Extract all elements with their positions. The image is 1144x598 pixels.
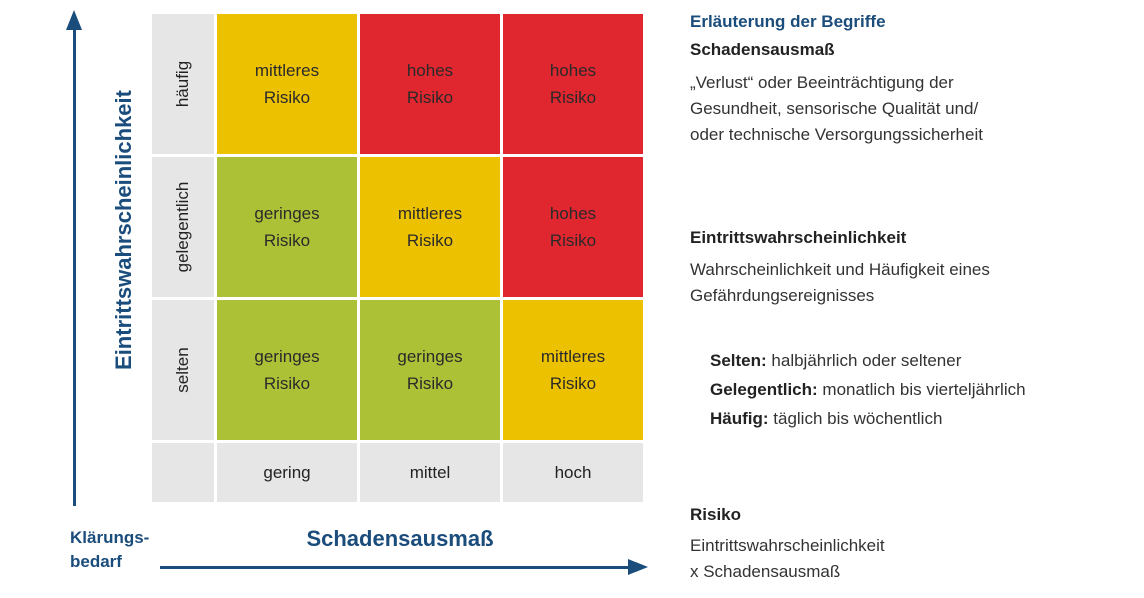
risiko-description: Eintrittswahrscheinlichkeit x Schadensau… [690,533,885,585]
risk-cell-line1: mittleres [254,61,320,80]
klaerung-line-2: bedarf [70,552,122,571]
y-axis-title: Eintrittswahrscheinlichkeit [111,90,136,370]
y-axis-arrow-line [73,26,76,506]
risk-cell-line1: geringes [397,347,463,366]
schaden-description: „Verlust“ oder Beeinträchtigung der Gesu… [690,70,983,148]
risiko-desc-line: x Schadensausmaß [690,562,841,581]
row-label-selten: selten [152,300,214,440]
freq-gelegentlich: Gelegentlich: monatlich bis vierteljährl… [710,375,1026,404]
freq-term: Häufig: [710,409,769,428]
risk-cell-line1: mittleres [397,204,463,223]
risk-cell-line2: Risiko [549,88,597,107]
frequency-definitions: Selten: halbjährlich oder seltener Geleg… [710,346,1026,433]
risk-cell-line1: hohes [549,204,597,223]
y-axis-arrowhead [66,10,82,30]
risk-cell-line1: mittleres [540,347,606,366]
row-label-text: selten [173,347,192,393]
schaden-desc-line: Gesundheit, sensorische Qualität und/ [690,99,979,118]
row-label-text: häufig [173,60,192,108]
col-label-hoch: hoch [503,443,643,502]
col-label-gering: gering [217,443,357,502]
risk-cell-line2: Risiko [263,88,311,107]
row-label-gelegentlich: gelegentlich [152,157,214,297]
eintritt-title: Eintrittswahrscheinlichkeit [690,228,907,247]
risk-cell-line2: Risiko [263,374,311,393]
freq-haeufig: Häufig: täglich bis wöchentlich [710,404,1026,433]
x-axis-title: Schadensausmaß [306,526,494,551]
risk-cell: hohes Risiko [503,14,643,154]
risk-cell: mittleres Risiko [503,300,643,440]
risk-cell: geringes Risiko [360,300,500,440]
klaerung-line-1: Klärungs- [70,528,150,547]
risk-cell: hohes Risiko [360,14,500,154]
risk-cell-line2: Risiko [406,231,454,250]
risk-cell-line1: geringes [254,204,320,223]
freq-selten: Selten: halbjährlich oder seltener [710,346,1026,375]
risk-cell: geringes Risiko [217,157,357,297]
risk-cell-line1: geringes [254,347,320,366]
schaden-title: Schadensausmaß [690,40,835,59]
row-label-haeufig: häufig [152,14,214,154]
klaerungsbedarf-label: Klärungs- bedarf [70,526,149,574]
x-axis-arrowhead [628,559,648,575]
risk-cell-line2: Risiko [263,231,311,250]
risk-cell: geringes Risiko [217,300,357,440]
x-axis-arrow-line [160,566,630,569]
freq-term: Selten: [710,351,767,370]
eintritt-desc-line: Gefährdungsereignisses [690,286,875,305]
schaden-desc-line: oder technische Versorgungssicherheit [690,125,983,144]
risk-cell-line2: Risiko [406,88,454,107]
schaden-desc-line: „Verlust“ oder Beeinträchtigung der [690,73,954,92]
risk-cell: mittleres Risiko [217,14,357,154]
eintritt-description: Wahrscheinlichkeit und Häufigkeit eines … [690,257,990,309]
row-label-text: gelegentlich [173,181,192,273]
matrix-corner [152,443,214,502]
col-label-mittel: mittel [360,443,500,502]
risk-matrix: häufig mittleres Risiko hohes Risiko hohes… [152,14,644,505]
risk-cell-line1: hohes [406,61,454,80]
risk-cell: mittleres Risiko [360,157,500,297]
risk-cell-line2: Risiko [406,374,454,393]
risk-cell-line2: Risiko [549,231,597,250]
freq-term: Gelegentlich: [710,380,818,399]
risk-cell-line1: hohes [549,61,597,80]
eintritt-desc-line: Wahrscheinlichkeit und Häufigkeit eines [690,260,990,279]
freq-desc: halbjährlich oder seltener [766,351,962,370]
freq-desc: monatlich bis vierteljährlich [817,380,1026,399]
freq-desc: täglich bis wöchentlich [768,409,943,428]
risk-cell: hohes Risiko [503,157,643,297]
risiko-desc-line: Eintrittswahrscheinlichkeit [690,536,885,555]
risiko-title: Risiko [690,505,742,524]
risk-cell-line2: Risiko [549,374,597,393]
legend-heading: Erläuterung der Begriffe [690,12,886,31]
